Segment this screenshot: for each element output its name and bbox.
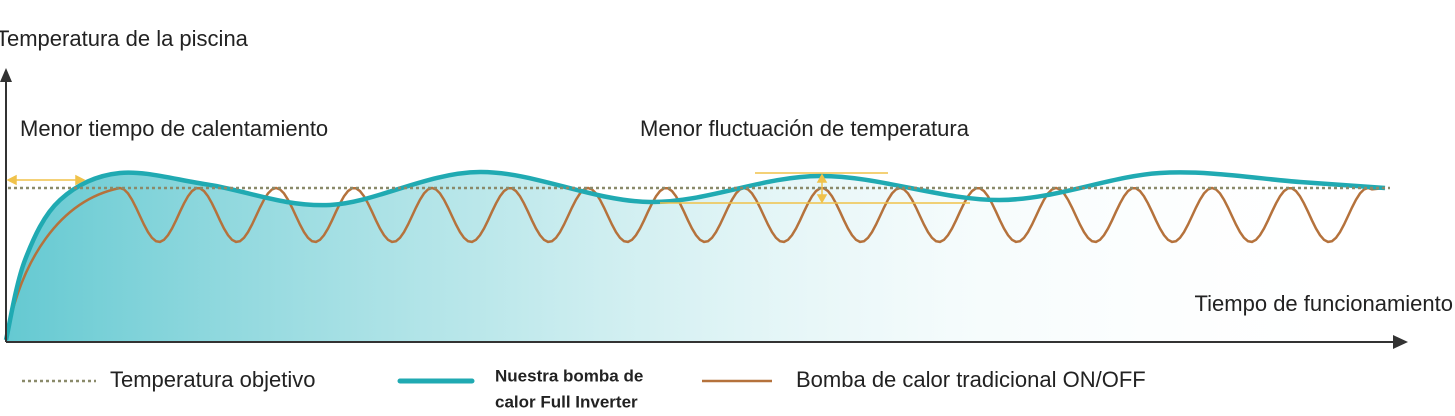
curves bbox=[3, 169, 1386, 342]
y-axis-arrow bbox=[0, 68, 12, 82]
legend-label: Nuestra bomba de bbox=[495, 366, 643, 385]
heat-arrowheads bbox=[6, 174, 86, 186]
y-axis-label: Temperatura de la piscina bbox=[0, 26, 249, 51]
x-axis-label: Tiempo de funcionamiento bbox=[1195, 291, 1453, 316]
x-axis-arrow bbox=[1393, 335, 1408, 349]
inverter-curve bbox=[3, 169, 1386, 341]
inverter-fill bbox=[6, 171, 1385, 342]
annotation: Menor fluctuación de temperatura bbox=[640, 116, 970, 141]
legend-label: Temperatura objetivo bbox=[110, 367, 315, 392]
legend-label: calor Full Inverter bbox=[495, 392, 638, 411]
annotation: Menor tiempo de calentamiento bbox=[20, 116, 328, 141]
annotation-marks bbox=[6, 172, 970, 204]
legend-label: Bomba de calor tradicional ON/OFF bbox=[796, 367, 1146, 392]
fluct-arrowheads bbox=[816, 173, 828, 204]
